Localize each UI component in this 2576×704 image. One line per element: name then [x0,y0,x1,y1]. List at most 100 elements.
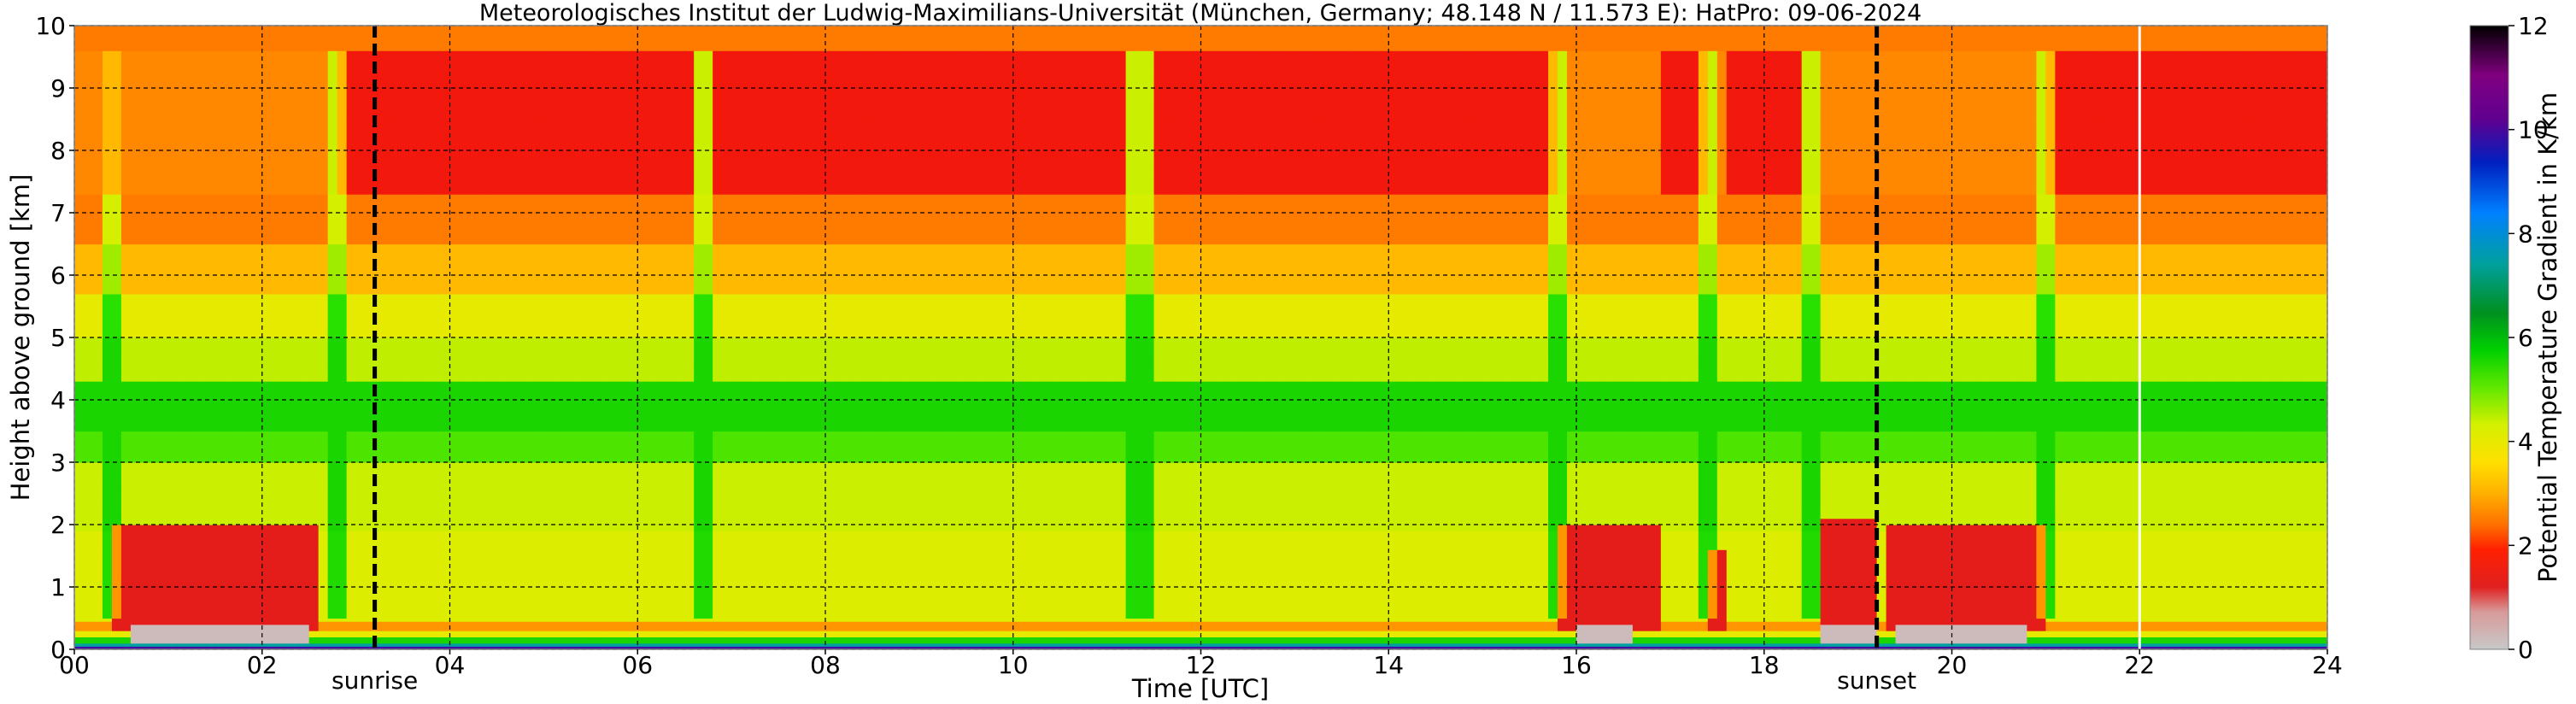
heatmap-cell [244,619,254,622]
heatmap-cell [159,322,169,326]
heatmap-cell [215,128,226,132]
heatmap-cell [103,281,113,285]
heatmap-cell [234,275,244,279]
heatmap-cell [215,456,226,460]
heatmap-cell [244,179,254,182]
heatmap-cell [244,475,254,478]
heatmap-cell [187,574,197,578]
heatmap-cell [84,468,94,472]
heatmap-cell [206,256,216,260]
heatmap-cell [272,634,282,637]
heatmap-cell [197,175,207,179]
heatmap-cell [159,238,169,241]
heatmap-cell [178,88,188,91]
heatmap-cell [253,303,263,307]
heatmap-cell [84,57,94,61]
heatmap-cell [84,568,94,572]
heatmap-cell [168,122,179,126]
heatmap-cell [206,415,216,419]
heatmap-cell [131,228,141,232]
heatmap-cell [215,528,226,531]
heatmap-cell [253,175,263,179]
heatmap-cell [187,191,197,194]
heatmap-cell [225,235,235,238]
heatmap-cell [197,590,207,594]
heatmap-cell [272,478,282,481]
heatmap-cell [121,275,132,279]
heatmap-cell [225,60,235,63]
heatmap-cell [159,612,169,615]
heatmap-cell [103,337,113,341]
heatmap-cell [215,341,226,344]
heatmap-cell [262,619,273,622]
heatmap-cell [84,266,94,269]
heatmap-cell [159,154,169,157]
heatmap-cell [131,288,141,291]
heatmap-cell [131,79,141,82]
heatmap-cell [215,509,226,513]
heatmap-cell [74,197,85,201]
heatmap-cell [150,91,160,95]
heatmap-cell [159,593,169,596]
heatmap-cell [84,238,94,241]
heatmap-cell [187,431,197,435]
heatmap-cell [234,534,244,537]
heatmap-cell [253,409,263,413]
heatmap-cell [178,440,188,443]
heatmap-cell [253,631,263,634]
heatmap-cell [112,553,122,556]
heatmap-cell [178,60,188,63]
heatmap-cell [112,185,122,188]
heatmap-cell [187,156,197,160]
heatmap-cell [131,634,141,637]
heatmap-cell [103,319,113,322]
heatmap-cell [187,612,197,615]
heatmap-cell [93,79,103,82]
heatmap-cell [159,375,169,378]
heatmap-cell [112,156,122,160]
heatmap-cell [150,437,160,441]
heatmap-cell [131,565,141,568]
heatmap-cell [187,290,197,294]
heatmap-cell [244,110,254,114]
heatmap-cell [150,341,160,344]
heatmap-cell [131,250,141,254]
heatmap-cell [168,256,179,260]
heatmap-cell [131,75,141,79]
heatmap-cell [131,625,141,628]
heatmap-cell [159,228,169,232]
heatmap-cell [197,279,207,282]
heatmap-cell [93,35,103,38]
heatmap-cell [225,191,235,194]
heatmap-cell [150,578,160,581]
heatmap-cell [103,631,113,634]
heatmap-cell [84,331,94,335]
heatmap-cell [272,250,282,254]
heatmap-cell [140,422,150,425]
heatmap-cell [168,253,179,256]
heatmap-cell [197,297,207,301]
heatmap-cell [121,197,132,201]
heatmap-cell [103,63,113,67]
heatmap-cell [121,434,132,437]
heatmap-cell [206,94,216,97]
heatmap-cell [93,437,103,441]
heatmap-cell [159,419,169,422]
heatmap-cell [159,253,169,256]
heatmap-cell [225,297,235,301]
heatmap-cell [272,219,282,222]
heatmap-cell [168,496,179,500]
heatmap-cell [234,247,244,250]
heatmap-cell [140,437,150,441]
heatmap-cell [93,443,103,447]
heatmap-cell [215,188,226,191]
heatmap-cell [84,547,94,550]
heatmap-cell [197,322,207,326]
heatmap-cell [103,256,113,260]
heatmap-cell [215,506,226,509]
heatmap-cell [187,281,197,285]
heatmap-cell [225,188,235,191]
heatmap-cell [103,515,113,519]
heatmap-cell [103,572,113,575]
heatmap-cell [253,350,263,354]
